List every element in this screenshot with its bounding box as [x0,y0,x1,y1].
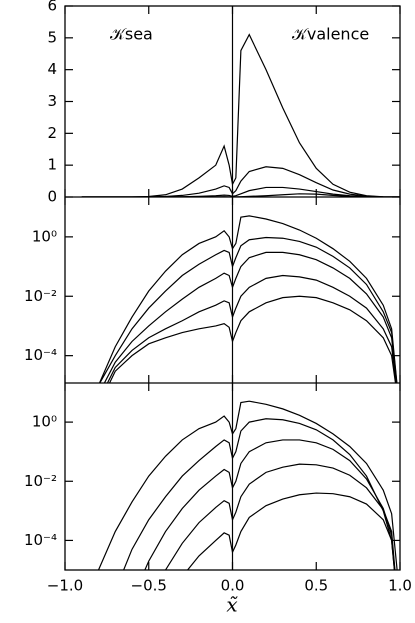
y-tick-label: 6 [47,0,57,15]
y-tick-label: 10⁻⁴ [24,531,57,549]
y-tick-label: 5 [47,28,57,46]
curve [164,463,396,570]
curve [97,400,398,570]
y-tick-label: 1 [47,156,57,174]
curve [186,492,396,570]
curve [122,418,396,570]
curve [106,274,397,383]
curve [98,215,398,383]
curve [103,251,398,383]
y-tick-label: 10⁻² [24,287,57,305]
curve [108,295,397,383]
annotation: 𝒦valence [292,25,369,44]
curve [81,33,400,197]
x-tick-label: −1.0 [47,577,83,595]
y-tick-label: 10⁰ [32,413,57,431]
y-tick-label: 3 [47,92,57,110]
y-tick-label: 4 [47,60,57,78]
y-tick-label: 10⁰ [32,227,57,245]
y-tick-label: 2 [47,124,57,142]
x-tick-label: 0.0 [221,577,245,595]
curve [81,193,400,197]
y-tick-label: 10⁻² [24,472,57,490]
y-tick-label: 10⁻⁴ [24,346,57,364]
x-tick-label: 1.0 [388,577,412,595]
curve [144,439,396,570]
x-tick-label: 0.5 [304,577,328,595]
x-tick-label: −0.5 [131,577,167,595]
curve [99,236,398,383]
y-tick-label: 0 [47,188,57,206]
x-axis-label: x̃ [226,593,238,617]
annotation: 𝒦sea [110,25,153,44]
